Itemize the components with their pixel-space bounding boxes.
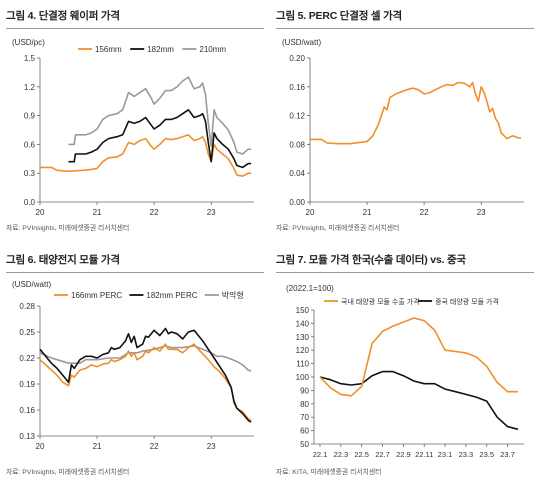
- x-tick-label: 21: [363, 208, 372, 217]
- y-tick-label: 0.28: [19, 302, 35, 311]
- y-tick-label: 1.2: [24, 83, 36, 92]
- legend-label: 국내 태양광 모듈 수출 가격: [341, 297, 420, 306]
- x-tick-label: 21: [93, 208, 102, 217]
- legend-label: 중국 태양광 모듈 가격: [435, 297, 499, 306]
- figure-title: 그림 7. 모듈 가격 한국(수출 데이터) vs. 중국: [276, 254, 466, 266]
- y-tick-label: 100: [296, 373, 310, 382]
- series-line-orange: [39, 343, 252, 422]
- x-tick-label: 22.5: [354, 450, 369, 459]
- x-tick-label: 23.3: [459, 450, 474, 459]
- y-tick-label: 140: [296, 319, 310, 328]
- x-tick-label: 22.11: [415, 450, 433, 459]
- korea-china-chart: 50 60 70 80 90 100 110 120 130 140 150 22.1 22.3 22.5…: [296, 297, 524, 459]
- series-line-gray: [39, 345, 252, 372]
- series-line-orange: [319, 317, 518, 397]
- legend-label: 166mm PERC: [71, 291, 122, 300]
- x-tick-label: 22: [150, 208, 159, 217]
- cell-price-chart: 0.00 0.04 0.08 0.12 0.16 0.20 20 21 22 23: [289, 54, 524, 217]
- x-tick-label: 22.9: [396, 450, 411, 459]
- x-tick-label: 23.5: [479, 450, 494, 459]
- x-tick-label: 22.3: [334, 450, 349, 459]
- legend-label: 210mm: [199, 45, 226, 54]
- y-tick-label: 130: [296, 333, 310, 342]
- y-tick-label: 0.6: [24, 140, 36, 149]
- x-tick-label: 21: [93, 442, 102, 451]
- y-tick-label: 90: [300, 386, 309, 395]
- legend-label: 156mm: [95, 45, 122, 54]
- cell-price-figure: 그림 5. PERC 단결정 셀 가격 (USD/watt) 0.00 0.04 0…: [276, 8, 534, 236]
- y-tick-label: 0.12: [289, 112, 305, 121]
- x-tick-label: 20: [36, 442, 45, 451]
- unit-label: (USD/watt): [12, 280, 52, 289]
- x-tick-label: 22: [150, 442, 159, 451]
- series-line-black: [68, 109, 252, 169]
- x-tick-label: 23: [207, 442, 216, 451]
- y-tick-label: 0.13: [19, 432, 35, 441]
- y-tick-label: 0.16: [289, 83, 305, 92]
- y-tick-label: 0.25: [19, 328, 35, 337]
- y-tick-label: 60: [300, 427, 309, 436]
- series-line-black: [319, 370, 519, 431]
- x-tick-label: 22: [420, 208, 429, 217]
- y-tick-label: 120: [296, 346, 310, 355]
- series-line-gray: [68, 76, 252, 155]
- y-tick-label: 0.00: [289, 198, 305, 207]
- title-rule: [6, 28, 264, 29]
- title-rule: [6, 272, 264, 273]
- korea-china-figure: 그림 7. 모듈 가격 한국(수출 데이터) vs. 중국 (2022.1=10…: [276, 252, 534, 480]
- y-tick-label: 0.04: [289, 169, 305, 178]
- legend-label: 182mm PERC: [146, 291, 197, 300]
- y-tick-label: 80: [300, 400, 309, 409]
- x-tick-label: 23.1: [438, 450, 453, 459]
- legend-label: 182mm: [147, 45, 174, 54]
- x-tick-label: 20: [306, 208, 315, 217]
- y-tick-label: 0.0: [24, 198, 36, 207]
- y-tick-label: 0.9: [24, 112, 36, 121]
- y-tick-label: 70: [300, 413, 309, 422]
- x-tick-label: 22.1: [313, 450, 328, 459]
- x-tick-label: 23: [207, 208, 216, 217]
- source-note: 자료: PVInsights, 미래에셋증권 리서치센터: [276, 225, 400, 232]
- y-tick-label: 0.20: [289, 54, 305, 63]
- unit-label: (USD/pc): [12, 38, 45, 47]
- x-tick-label: 20: [36, 208, 45, 217]
- figure-title: 그림 4. 단결정 웨이퍼 가격: [6, 10, 120, 22]
- series-line-orange: [40, 134, 252, 177]
- y-tick-label: 1.5: [24, 54, 36, 63]
- source-note: 자료: PVInsights, 미래에셋증권 리서치센터: [6, 225, 130, 232]
- series-line-orange: [310, 81, 522, 145]
- figure-title: 그림 5. PERC 단결정 셀 가격: [276, 10, 402, 22]
- y-tick-label: 0.16: [19, 406, 35, 415]
- wafer-price-chart: 0.0 0.3 0.6 0.9 1.2 1.5 20 21 22 23 156mm 182mm 210m…: [24, 45, 254, 217]
- x-tick-label: 23.7: [500, 450, 515, 459]
- unit-label: (USD/watt): [282, 38, 322, 47]
- y-tick-label: 0.22: [19, 354, 35, 363]
- source-note: 자료: KITA, 미래에셋증권 리서치센터: [276, 469, 382, 476]
- y-tick-label: 110: [296, 360, 309, 369]
- y-tick-label: 50: [300, 440, 309, 449]
- unit-label: (2022.1=100): [286, 284, 334, 293]
- x-tick-label: 23: [477, 208, 486, 217]
- legend-label: 박막형: [222, 290, 244, 300]
- figure-title: 그림 6. 태양전지 모듈 가격: [6, 254, 120, 266]
- source-note: 자료: PVInsights, 미래에셋증권 리서치센터: [6, 469, 130, 476]
- x-tick-label: 22.7: [375, 450, 390, 459]
- module-price-figure: 그림 6. 태양전지 모듈 가격 (USD/watt) 0.13 0.16 0.19…: [6, 252, 264, 480]
- y-tick-label: 0.3: [24, 169, 36, 178]
- y-tick-label: 0.08: [289, 140, 305, 149]
- wafer-price-figure: 그림 4. 단결정 웨이퍼 가격 (USD/pc) 0.0 0.3 0.6 0.9 1.…: [6, 8, 264, 236]
- series-line-black: [39, 327, 252, 423]
- title-rule: [276, 28, 534, 29]
- module-price-chart: 0.13 0.16 0.19 0.22 0.25 0.28 20 21 22 23 166mm PE…: [19, 290, 254, 451]
- y-tick-label: 0.19: [19, 380, 35, 389]
- y-tick-label: 150: [296, 306, 310, 315]
- title-rule: [276, 272, 534, 273]
